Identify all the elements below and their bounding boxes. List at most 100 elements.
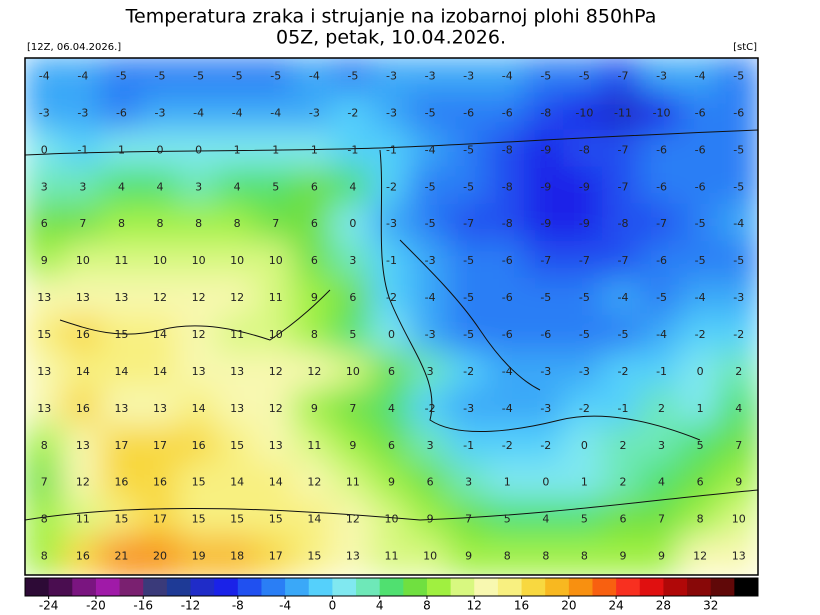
field-cell: [61, 314, 105, 356]
temperature-label: 14: [269, 476, 283, 489]
field-cell: [640, 240, 683, 282]
temperature-label: -10: [575, 106, 593, 119]
temperature-label: 14: [230, 476, 244, 489]
temperature-label: -4: [502, 402, 513, 415]
temperature-label: -5: [617, 328, 628, 341]
colorbar-swatch: [72, 578, 97, 596]
field-cell: [717, 129, 758, 171]
field-cell: [25, 425, 66, 467]
field-cell: [100, 425, 143, 467]
temperature-label: 12: [192, 328, 206, 341]
field-cell: [640, 499, 683, 541]
field-cell: [485, 499, 529, 541]
colorbar-swatch: [545, 578, 570, 596]
field-cell: [215, 351, 259, 393]
temperature-label: -4: [502, 365, 513, 378]
temperature-label: -1: [386, 143, 397, 156]
temperature-label: 10: [346, 365, 360, 378]
field-cell: [100, 388, 143, 430]
temperature-label: 16: [192, 439, 206, 452]
field-cell: [25, 58, 66, 97]
field-cell: [100, 499, 143, 541]
temperature-label: 1: [272, 143, 279, 156]
temperature-label: -4: [425, 291, 436, 304]
temperature-label: 12: [230, 291, 244, 304]
field-cell: [447, 129, 490, 171]
field-cell: [293, 166, 336, 208]
temperature-label: 6: [311, 217, 318, 230]
temperature-label: 6: [388, 365, 395, 378]
temperature-label: -3: [733, 291, 744, 304]
field-cell: [331, 314, 375, 356]
temperature-label: -5: [232, 69, 243, 82]
temperature-label: 13: [114, 291, 128, 304]
temperature-label: -4: [425, 143, 436, 156]
field-cell: [370, 314, 413, 356]
temperature-label: 5: [504, 513, 511, 526]
field-cell: [293, 240, 336, 282]
field-cell: [254, 277, 298, 319]
field-cell: [100, 58, 143, 97]
field-cell: [524, 536, 568, 575]
field-cell: [177, 388, 220, 430]
temperature-label: 6: [427, 476, 434, 489]
temperature-label: 6: [388, 439, 395, 452]
field-cell: [678, 536, 722, 575]
colorbar-swatch: [710, 578, 735, 596]
subtitle: 05Z, petak, 10.04.2026.: [276, 27, 506, 49]
field-cell: [717, 314, 758, 356]
field-cell: [215, 499, 259, 541]
field-cell: [717, 425, 758, 467]
field-cell: [331, 58, 375, 97]
field-cell: [524, 314, 568, 356]
temperature-label: 6: [311, 180, 318, 193]
field-cell: [293, 58, 336, 97]
field-cell: [254, 92, 298, 134]
temperature-label: 16: [114, 476, 128, 489]
temperature-label: 8: [195, 217, 202, 230]
field-cell: [331, 203, 375, 245]
field-cell: [25, 499, 66, 541]
field-cell: [100, 240, 143, 282]
temperature-label: -2: [463, 365, 474, 378]
field-cell: [254, 314, 298, 356]
temperature-label: -9: [579, 180, 590, 193]
field-cell: [177, 351, 220, 393]
field-cell: [447, 499, 490, 541]
temperature-label: -6: [733, 106, 744, 119]
temperature-label: 1: [118, 143, 125, 156]
temperature-label: -8: [502, 143, 513, 156]
temperature-label: -5: [733, 254, 744, 267]
field-cell: [138, 499, 182, 541]
colorbar-swatch: [687, 578, 712, 596]
field-cell: [177, 462, 220, 504]
field-cell: [370, 499, 413, 541]
temperature-label: 11: [307, 439, 321, 452]
field-cell: [177, 129, 220, 171]
field-cell: [524, 240, 568, 282]
temperature-label: -3: [386, 106, 397, 119]
temperature-label: 1: [504, 476, 511, 489]
colorbar-swatch: [48, 578, 73, 596]
field-cell: [100, 277, 143, 319]
field-cell: [177, 536, 220, 575]
temperature-label: 13: [346, 550, 360, 563]
temperature-label: -6: [502, 291, 513, 304]
temperature-label: 13: [76, 439, 90, 452]
field-cell: [717, 462, 758, 504]
field-cell: [293, 462, 336, 504]
field-cell: [485, 351, 529, 393]
colorbar-frame: [24, 577, 759, 597]
temperature-label: -5: [733, 180, 744, 193]
temperature-label: 6: [349, 291, 356, 304]
field-cell: [138, 277, 182, 319]
temperature-label: -3: [425, 69, 436, 82]
temperature-label: -6: [695, 180, 706, 193]
temperature-label: 9: [735, 476, 742, 489]
temperature-label: 11: [269, 291, 283, 304]
field-cell: [61, 536, 105, 575]
field-cell: [601, 240, 645, 282]
field-cell: [485, 462, 529, 504]
field-cell: [215, 240, 259, 282]
temperature-label: 13: [153, 402, 167, 415]
